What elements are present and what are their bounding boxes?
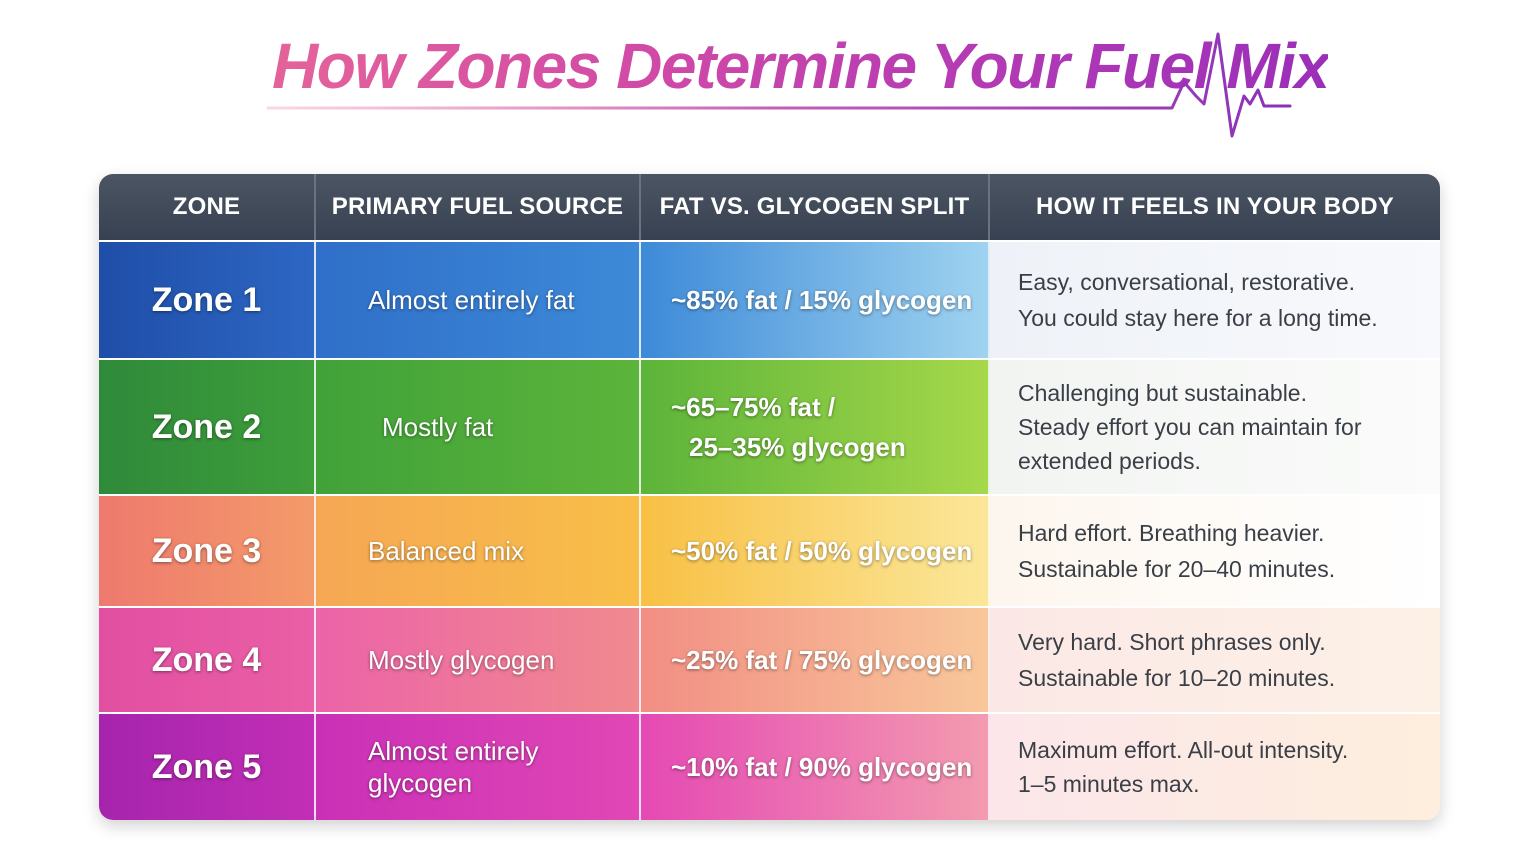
table-row: Zone 5 Almost entirely glycogen ~10% fat…: [99, 712, 1440, 820]
split-text: ~85% fat / 15% glycogen: [671, 284, 973, 315]
fuel-source-cell: Almost entirely fat: [316, 242, 641, 358]
table-row: Zone 2 Mostly fat ~65–75% fat / 25–35% g…: [99, 358, 1440, 494]
header-fat-glycogen-split: FAT VS. GLYCOGEN SPLIT: [641, 174, 990, 240]
header-how-it-feels: HOW IT FEELS IN YOUR BODY: [1036, 193, 1394, 220]
table-row: Zone 4 Mostly glycogen ~25% fat / 75% gl…: [99, 606, 1440, 712]
feel-line: Steady effort you can maintain for: [1018, 414, 1362, 440]
split-text: ~50% fat / 50% glycogen: [671, 535, 973, 566]
page-title: How Zones Determine Your Fuel Mix: [272, 26, 1330, 106]
header-primary-fuel-source: PRIMARY FUEL SOURCE: [316, 174, 641, 240]
feel-line: Hard effort. Breathing heavier.: [1018, 520, 1325, 546]
feel-line: You could stay here for a long time.: [1018, 305, 1378, 331]
zone-label: Zone 5: [99, 714, 316, 820]
fuel-source-text: glycogen: [368, 768, 473, 798]
feel-line: extended periods.: [1018, 448, 1201, 474]
zone-label: Zone 4: [99, 608, 316, 712]
split-text: ~65–75% fat /: [671, 392, 836, 422]
how-it-feels-cell: Very hard. Short phrases only. Sustainab…: [990, 608, 1440, 712]
split-text: ~10% fat / 90% glycogen: [671, 751, 973, 782]
fuel-source-text: Almost entirely: [368, 736, 539, 766]
fuel-source-text: Mostly glycogen: [368, 644, 555, 675]
fuel-source-cell: Balanced mix: [316, 496, 641, 606]
feel-line: Sustainable for 10–20 minutes.: [1018, 665, 1336, 691]
fat-glycogen-split-cell: ~50% fat / 50% glycogen: [641, 496, 990, 606]
zone-label: Zone 2: [99, 360, 316, 494]
table-row: Zone 3 Balanced mix ~50% fat / 50% glyco…: [99, 494, 1440, 606]
feel-line: Very hard. Short phrases only.: [1018, 629, 1326, 655]
fuel-source-text: Balanced mix: [368, 535, 525, 566]
header-zone: ZONE: [99, 174, 316, 240]
title-area: How Zones Determine Your Fuel Mix: [0, 0, 1536, 150]
zone-label: Zone 1: [99, 242, 316, 358]
feel-line: 1–5 minutes max.: [1018, 771, 1200, 797]
fat-glycogen-split-cell: ~65–75% fat / 25–35% glycogen: [641, 360, 990, 494]
table-header: ZONE PRIMARY FUEL SOURCE FAT VS. GLYCOGE…: [99, 174, 1440, 240]
feel-line: Maximum effort. All-out intensity.: [1018, 737, 1349, 763]
split-text: ~25% fat / 75% glycogen: [671, 644, 973, 675]
fuel-mix-table: ZONE PRIMARY FUEL SOURCE FAT VS. GLYCOGE…: [99, 174, 1440, 820]
zone-label: Zone 3: [99, 496, 316, 606]
fat-glycogen-split-cell: ~85% fat / 15% glycogen: [641, 242, 990, 358]
fat-glycogen-split-cell: ~10% fat / 90% glycogen: [641, 714, 990, 820]
feel-line: Sustainable for 20–40 minutes.: [1018, 556, 1336, 582]
fat-glycogen-split-cell: ~25% fat / 75% glycogen: [641, 608, 990, 712]
fuel-source-text: Mostly fat: [382, 411, 494, 442]
how-it-feels-cell: Hard effort. Breathing heavier. Sustaina…: [990, 496, 1440, 606]
how-it-feels-cell: Easy, conversational, restorative. You c…: [990, 242, 1440, 358]
table-row: Zone 1 Almost entirely fat ~85% fat / 15…: [99, 240, 1440, 358]
heartbeat-line-icon: [266, 32, 1292, 138]
fuel-source-cell: Almost entirely glycogen: [316, 714, 641, 820]
how-it-feels-cell: Challenging but sustainable. Steady effo…: [990, 360, 1440, 494]
fuel-source-cell: Mostly glycogen: [316, 608, 641, 712]
feel-line: Easy, conversational, restorative.: [1018, 269, 1356, 295]
how-it-feels-cell: Maximum effort. All-out intensity. 1–5 m…: [990, 714, 1440, 820]
fuel-source-text: Almost entirely fat: [368, 284, 575, 315]
feel-line: Challenging but sustainable.: [1018, 380, 1307, 406]
fuel-source-cell: Mostly fat: [316, 360, 641, 494]
split-text: 25–35% glycogen: [689, 432, 906, 462]
